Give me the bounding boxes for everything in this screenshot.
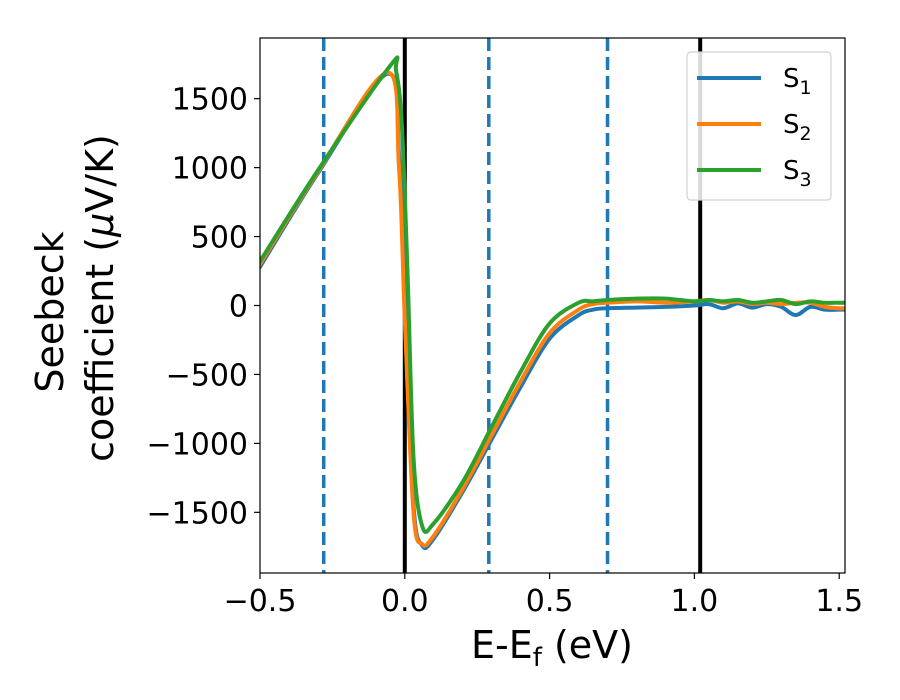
x-tick-label: 0.5	[526, 584, 574, 619]
y-tick-label: −500	[166, 358, 248, 393]
legend-label-s3: S3	[783, 156, 812, 191]
x-tick-label: 0.0	[381, 584, 429, 619]
x-tick-label: 1.5	[815, 584, 863, 619]
series-layer	[260, 55, 845, 551]
y-tick-label: 500	[191, 221, 248, 256]
y-axis-label-line1: Seebeck	[28, 231, 72, 392]
y-tick-label: 0	[229, 290, 248, 325]
y-axis-ticks: −1500 −1000 −500 0 500 1000 1500	[147, 83, 260, 531]
series-line-s2	[260, 70, 845, 548]
y-tick-label: −1500	[147, 496, 248, 531]
x-tick-label: 1.0	[671, 584, 719, 619]
y-axis-label-line2: coefficient (μV/K)	[78, 134, 122, 462]
x-tick-label: −0.5	[224, 584, 297, 619]
y-tick-label: −1000	[147, 427, 248, 462]
x-axis-ticks: −0.5 0.0 0.5 1.0 1.5	[224, 573, 863, 619]
legend-label-s1: S1	[783, 64, 812, 99]
y-axis-label: Seebeck coefficient (μV/K)	[28, 134, 122, 462]
series-line-s3	[260, 55, 845, 535]
legend-label-s2: S2	[783, 110, 812, 145]
y-tick-label: 1500	[172, 83, 248, 118]
legend: S1 S2 S3	[686, 51, 832, 201]
x-axis-label: E-Ef (eV)	[471, 623, 633, 673]
y-tick-label: 1000	[172, 152, 248, 187]
